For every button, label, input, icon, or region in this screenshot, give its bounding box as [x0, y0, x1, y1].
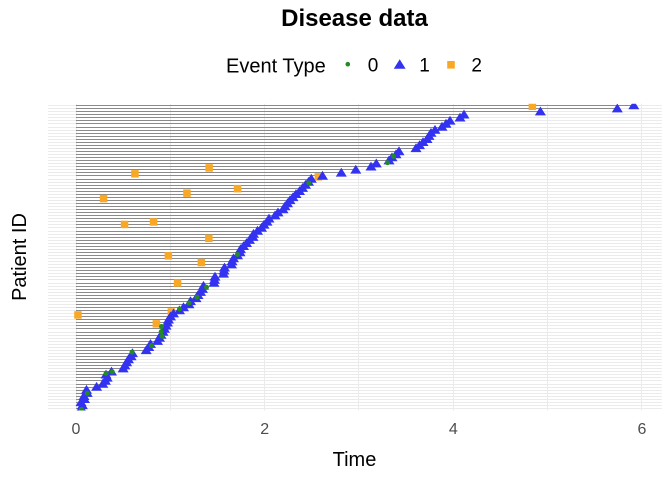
svg-text:1: 1 — [419, 56, 430, 77]
svg-text:Disease data: Disease data — [281, 5, 428, 32]
svg-text:0: 0 — [368, 56, 379, 77]
svg-text:Event Type: Event Type — [226, 55, 326, 77]
svg-text:4: 4 — [449, 421, 458, 438]
svg-text:Time: Time — [333, 449, 377, 471]
svg-text:0: 0 — [72, 421, 81, 438]
svg-text:2: 2 — [471, 56, 482, 77]
svg-text:Patient ID: Patient ID — [9, 213, 31, 301]
svg-text:6: 6 — [638, 421, 647, 438]
svg-text:2: 2 — [260, 421, 269, 438]
